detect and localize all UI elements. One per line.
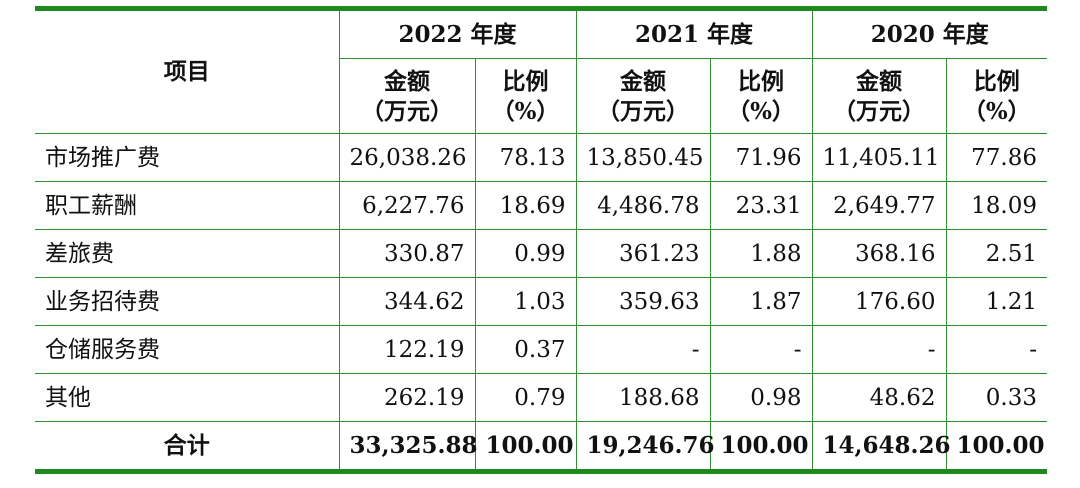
header-year-2021: 2021 年度 <box>575 11 813 59</box>
total-ratio-2022: 100.00 <box>474 421 577 469</box>
header-row-years: 项目 2022 年度 2021 年度 2020 年度 <box>35 11 1047 134</box>
cell-ratio-2022: 1.03 <box>474 277 577 326</box>
total-amount-2022: 33,325.88 <box>338 421 478 469</box>
cell-ratio-2020: 2.51 <box>945 229 1047 278</box>
cell-amount-2021: - <box>575 325 711 374</box>
expense-table: 项目 2022 年度 2021 年度 2020 年度 金额 （万元） 比例 （%） … <box>35 11 1047 469</box>
row-label: 仓储服务费 <box>35 325 340 374</box>
header-amount: 金额 （万元） <box>339 58 476 134</box>
table-row: 仓储服务费 122.19 0.37 - - - - <box>35 325 1047 374</box>
header-amount: 金额 （万元） <box>575 58 711 134</box>
header-year-2020: 2020 年度 <box>811 11 1047 59</box>
cell-ratio-2021: 1.88 <box>709 229 813 278</box>
table-row: 市场推广费 26,038.26 78.13 13,850.45 71.96 11… <box>35 133 1047 182</box>
top-rule <box>35 6 1047 11</box>
bottom-rule <box>35 469 1047 474</box>
cell-amount-2022: 122.19 <box>338 325 476 374</box>
row-label: 市场推广费 <box>35 133 340 182</box>
cell-ratio-2021: 23.31 <box>709 181 813 230</box>
expense-table-container: 项目 2022 年度 2021 年度 2020 年度 金额 （万元） 比例 （%） … <box>35 6 1047 474</box>
cell-amount-2021: 13,850.45 <box>575 133 711 182</box>
cell-amount-2021: 188.68 <box>575 373 711 422</box>
cell-ratio-2021: 1.87 <box>709 277 813 326</box>
cell-ratio-2020: 0.33 <box>945 373 1047 422</box>
total-amount-2020: 14,648.26 <box>811 421 951 469</box>
total-row: 合计 33,325.88 100.00 19,246.76 100.00 14,… <box>35 421 1047 469</box>
total-ratio-2021: 100.00 <box>709 421 813 469</box>
table-row: 职工薪酬 6,227.76 18.69 4,486.78 23.31 2,649… <box>35 181 1047 230</box>
header-year-2022: 2022 年度 <box>338 11 577 59</box>
cell-ratio-2021: 71.96 <box>709 133 813 182</box>
cell-amount-2021: 361.23 <box>575 229 711 278</box>
total-amount-2021: 19,246.76 <box>575 421 715 469</box>
cell-ratio-2020: 18.09 <box>945 181 1047 230</box>
header-ratio: 比例 （%） <box>709 58 813 134</box>
cell-amount-2020: 2,649.77 <box>811 181 947 230</box>
cell-ratio-2020: 77.86 <box>945 133 1047 182</box>
cell-ratio-2022: 0.37 <box>474 325 577 374</box>
cell-amount-2020: 11,405.11 <box>811 133 947 182</box>
cell-amount-2022: 26,038.26 <box>338 133 476 182</box>
row-label: 职工薪酬 <box>35 181 340 230</box>
header-row-columns: 金额 （万元） 比例 （%） 金额 （万元） 比例 （%） 金额 （万元） 比例 （%） <box>35 58 1047 134</box>
table-row: 其他 262.19 0.79 188.68 0.98 48.62 0.33 <box>35 373 1047 422</box>
table-row: 差旅费 330.87 0.99 361.23 1.88 368.16 2.51 <box>35 229 1047 278</box>
cell-ratio-2020: - <box>945 325 1047 374</box>
cell-ratio-2021: 0.98 <box>709 373 813 422</box>
row-label: 差旅费 <box>35 229 340 278</box>
total-ratio-2020: 100.00 <box>945 421 1047 469</box>
cell-amount-2022: 262.19 <box>338 373 476 422</box>
cell-ratio-2021: - <box>709 325 813 374</box>
cell-ratio-2022: 0.99 <box>474 229 577 278</box>
cell-amount-2020: 176.60 <box>811 277 947 326</box>
header-ratio: 比例 （%） <box>945 58 1047 134</box>
cell-ratio-2020: 1.21 <box>945 277 1047 326</box>
header-item: 项目 <box>35 11 340 134</box>
total-label: 合计 <box>35 421 340 469</box>
cell-amount-2021: 359.63 <box>575 277 711 326</box>
row-label: 其他 <box>35 373 340 422</box>
cell-amount-2020: 48.62 <box>811 373 947 422</box>
row-label: 业务招待费 <box>35 277 340 326</box>
cell-amount-2022: 330.87 <box>338 229 476 278</box>
header-amount: 金额 （万元） <box>811 58 947 134</box>
header-ratio: 比例 （%） <box>474 58 577 134</box>
cell-amount-2020: 368.16 <box>811 229 947 278</box>
cell-amount-2020: - <box>811 325 947 374</box>
cell-amount-2022: 6,227.76 <box>338 181 476 230</box>
cell-ratio-2022: 0.79 <box>474 373 577 422</box>
cell-amount-2021: 4,486.78 <box>575 181 711 230</box>
cell-amount-2022: 344.62 <box>338 277 476 326</box>
cell-ratio-2022: 78.13 <box>474 133 577 182</box>
cell-ratio-2022: 18.69 <box>474 181 577 230</box>
table-row: 业务招待费 344.62 1.03 359.63 1.87 176.60 1.2… <box>35 277 1047 326</box>
